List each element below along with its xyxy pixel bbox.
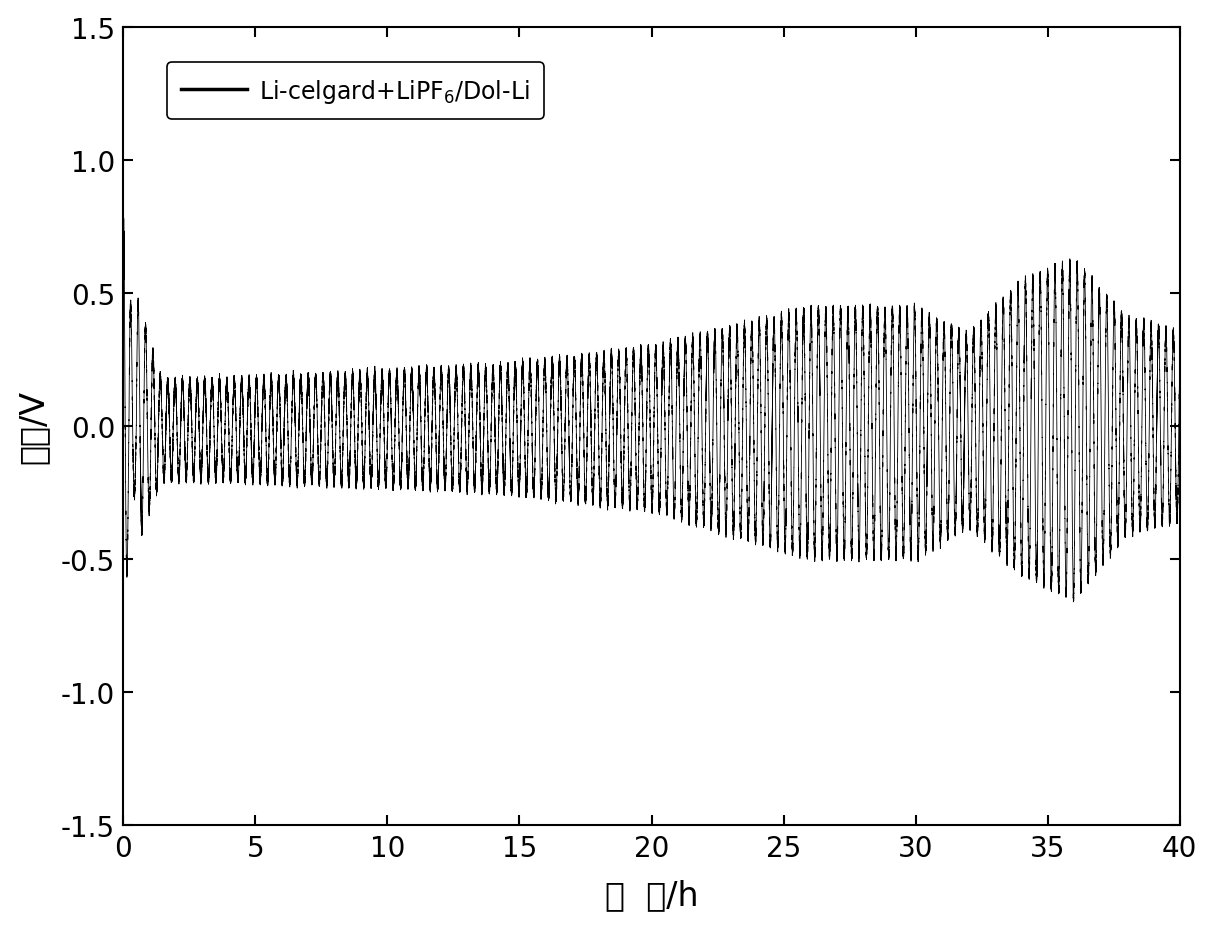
X-axis label: 时  间/h: 时 间/h xyxy=(605,879,698,911)
Legend: Li-celgard+LiPF$_6$/Dol-Li: Li-celgard+LiPF$_6$/Dol-Li xyxy=(166,63,544,120)
Y-axis label: 电压/V: 电压/V xyxy=(17,390,50,464)
